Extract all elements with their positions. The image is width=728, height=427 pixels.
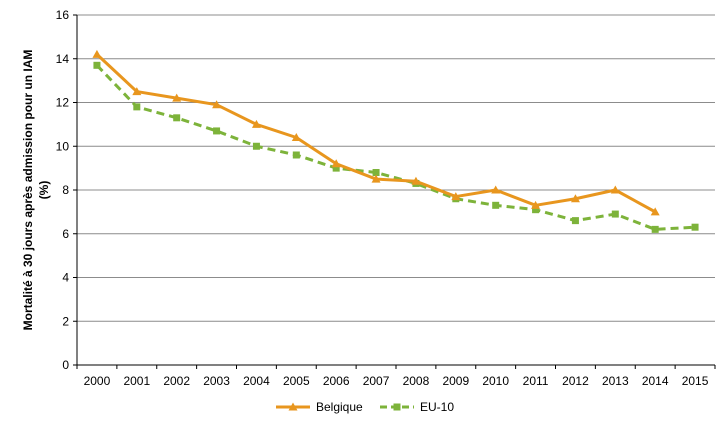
x-tick-labels: 2000 2001 2002 2003 2004 2005 2006 2007 2008 2009…	[84, 374, 709, 388]
data-point-triangle	[212, 100, 222, 109]
data-point-triangle	[411, 176, 421, 185]
x-tick-label: 2000	[84, 374, 111, 388]
x-tick-label: 2013	[602, 374, 629, 388]
y-tick-label: 8	[62, 183, 69, 197]
x-tick-label: 2010	[482, 374, 509, 388]
x-tick-label: 2011	[523, 374, 549, 388]
data-point-square	[393, 403, 401, 411]
data-point-square	[571, 217, 579, 225]
data-point-square	[492, 201, 500, 209]
axes	[73, 14, 716, 369]
gridlines	[77, 14, 715, 322]
data-point-triangle	[650, 207, 660, 216]
y-axis-label: Mortalité à 30 jours après admission pou…	[21, 50, 51, 331]
legend-item-belgique: Belgique	[276, 400, 363, 414]
data-point-triangle	[251, 119, 261, 128]
data-point-square	[133, 103, 141, 111]
data-point-triangle	[371, 174, 381, 183]
x-tick-label: 2003	[203, 374, 230, 388]
data-point-square	[252, 142, 260, 150]
data-point-square	[213, 127, 221, 135]
data-point-triangle	[132, 87, 142, 96]
legend-item-eu-10: EU-10	[380, 400, 454, 414]
data-point-triangle	[291, 133, 301, 141]
y-axis-label-line: (%)	[37, 181, 51, 200]
y-tick-label: 14	[56, 52, 70, 66]
y-tick-label: 2	[62, 314, 69, 328]
data-point-triangle	[92, 49, 102, 58]
y-tick-label: 6	[62, 227, 69, 241]
series-belgique	[92, 49, 660, 216]
legend-label: EU-10	[420, 400, 454, 414]
series-layer	[92, 49, 699, 233]
data-point-square	[332, 164, 340, 172]
y-tick-label: 0	[62, 358, 69, 372]
data-point-square	[292, 151, 300, 159]
data-point-square	[611, 210, 619, 218]
x-tick-label: 2005	[283, 374, 310, 388]
x-tick-label: 2009	[442, 374, 469, 388]
y-tick-labels: 0 2 4 6 8 10 12 14 16	[56, 8, 70, 372]
data-point-triangle	[451, 192, 461, 201]
x-tick-label: 2012	[562, 374, 589, 388]
y-tick-label: 4	[62, 271, 69, 285]
y-tick-label: 10	[56, 139, 70, 153]
series-eu-10	[93, 61, 699, 233]
x-tick-label: 2004	[243, 374, 270, 388]
x-tick-label: 2007	[363, 374, 390, 388]
legend: Belgique EU-10	[276, 400, 454, 414]
y-axis-label-line: Mortalité à 30 jours après admission pou…	[21, 50, 35, 331]
data-point-square	[372, 169, 380, 176]
x-tick-label: 2002	[163, 374, 190, 388]
data-point-triangle	[288, 402, 298, 411]
data-point-triangle	[172, 93, 182, 102]
x-tick-label: 2006	[323, 374, 350, 388]
data-point-square	[173, 114, 181, 122]
data-point-triangle	[531, 200, 541, 209]
x-tick-label: 2014	[642, 374, 669, 388]
data-point-square	[651, 225, 659, 233]
x-tick-label: 2001	[123, 374, 150, 388]
x-tick-label: 2015	[682, 374, 709, 388]
series-line	[95, 64, 696, 231]
data-point-triangle	[331, 159, 341, 168]
legend-label: Belgique	[316, 400, 363, 414]
data-point-triangle	[491, 185, 501, 194]
y-tick-label: 16	[56, 8, 70, 22]
data-point-square	[93, 61, 101, 69]
data-point-square	[691, 223, 699, 231]
x-tick-label: 2008	[403, 374, 430, 388]
y-tick-label: 12	[56, 96, 70, 110]
data-point-triangle	[610, 185, 620, 194]
data-point-triangle	[570, 194, 580, 203]
data-point-square	[532, 206, 540, 214]
series-line	[95, 53, 656, 214]
